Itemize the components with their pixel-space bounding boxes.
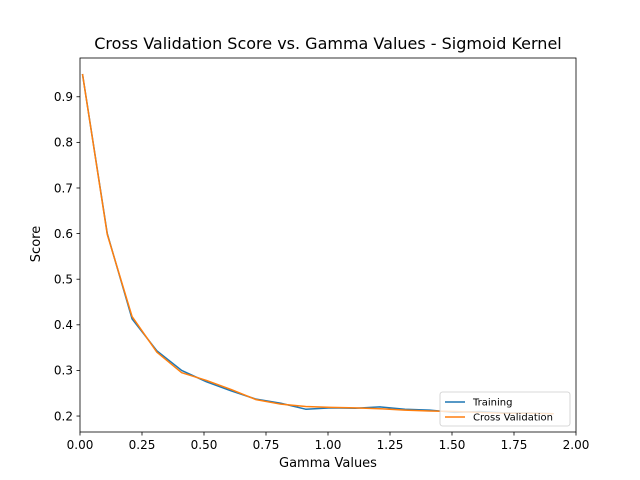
legend-box [439,391,571,427]
y-tick-label: 0.2 [54,409,73,423]
y-tick-label: 0.6 [54,227,73,241]
x-tick-label: 2.00 [563,438,590,452]
y-axis: 0.2 0.3 0.4 0.5 0.6 0.7 0.8 0.9 [54,90,80,423]
x-tick-label: 0.25 [129,438,156,452]
y-tick-label: 0.5 [54,273,73,287]
y-tick-label: 0.9 [54,90,73,104]
x-axis: 0.00 0.25 0.50 0.75 1.00 1.25 1.50 1.75 2.00 [67,432,590,452]
legend-label: Cross Validation [473,413,553,424]
x-tick-label: 1.75 [501,438,528,452]
x-tick-label: 1.00 [315,438,342,452]
x-tick-label: 0.00 [67,438,94,452]
x-tick-label: 1.50 [439,438,466,452]
plot-frame [79,57,577,433]
y-tick-label: 0.4 [54,318,73,332]
y-axis-title: Score [29,226,44,262]
y-tick-label: 0.7 [54,181,73,195]
x-tick-label: 0.75 [253,438,280,452]
x-tick-label: 1.25 [377,438,404,452]
x-axis-title: Gamma Values [279,456,377,471]
legend: Training Cross Validation [439,391,571,427]
legend-label: Training [472,398,512,409]
chart-title: Cross Validation Score vs. Gamma Values … [94,34,561,53]
plot-area [79,57,577,433]
y-tick-label: 0.8 [54,136,73,150]
y-tick-label: 0.3 [54,364,73,378]
x-tick-label: 0.50 [191,438,218,452]
